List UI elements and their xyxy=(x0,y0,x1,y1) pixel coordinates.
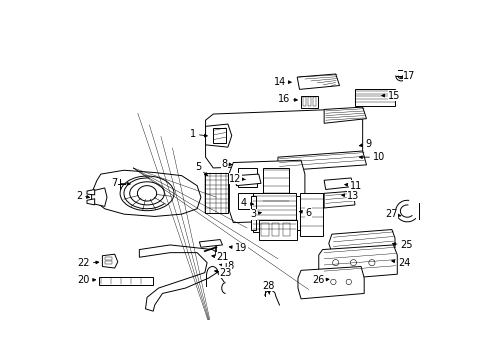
Text: 20: 20 xyxy=(78,275,96,285)
Bar xyxy=(104,257,112,260)
Bar xyxy=(295,195,300,230)
Text: 9: 9 xyxy=(359,139,371,149)
Bar xyxy=(238,193,257,209)
Bar xyxy=(104,261,112,264)
Ellipse shape xyxy=(330,279,335,285)
Text: 2: 2 xyxy=(76,191,89,201)
Polygon shape xyxy=(235,174,261,186)
Polygon shape xyxy=(102,254,118,268)
Bar xyxy=(250,195,255,230)
Bar xyxy=(99,277,153,285)
Bar xyxy=(312,97,315,106)
Text: 23: 23 xyxy=(214,267,231,278)
Bar xyxy=(299,193,322,236)
Text: 17: 17 xyxy=(399,71,415,81)
Polygon shape xyxy=(91,188,107,206)
Ellipse shape xyxy=(368,260,374,266)
Bar xyxy=(204,172,227,213)
Text: 10: 10 xyxy=(359,152,384,162)
Text: 18: 18 xyxy=(219,261,234,271)
Polygon shape xyxy=(277,151,366,171)
Polygon shape xyxy=(297,74,339,89)
Polygon shape xyxy=(324,191,354,208)
Text: 19: 19 xyxy=(229,243,246,253)
Polygon shape xyxy=(87,189,95,195)
Polygon shape xyxy=(93,170,201,216)
Bar xyxy=(261,222,268,237)
Polygon shape xyxy=(328,230,394,253)
Text: 27: 27 xyxy=(384,209,400,219)
Text: 5: 5 xyxy=(194,162,207,176)
Bar xyxy=(354,89,394,105)
Text: 12: 12 xyxy=(229,174,244,184)
Bar xyxy=(238,168,257,187)
Text: 3: 3 xyxy=(250,209,261,219)
Polygon shape xyxy=(324,107,366,123)
Bar xyxy=(307,97,310,106)
Bar xyxy=(271,222,279,237)
Bar xyxy=(303,97,306,106)
Ellipse shape xyxy=(332,260,338,266)
Text: 11: 11 xyxy=(344,181,361,191)
Text: 22: 22 xyxy=(78,258,99,269)
Polygon shape xyxy=(205,124,231,147)
Ellipse shape xyxy=(349,260,356,266)
Polygon shape xyxy=(87,199,95,205)
Text: 25: 25 xyxy=(392,240,412,250)
Text: 8: 8 xyxy=(221,159,231,169)
Polygon shape xyxy=(324,178,353,189)
Bar xyxy=(262,168,289,210)
Ellipse shape xyxy=(313,279,319,285)
Text: 24: 24 xyxy=(391,258,409,267)
Bar xyxy=(301,95,317,108)
Text: 21: 21 xyxy=(211,252,228,262)
Text: 16: 16 xyxy=(277,94,297,104)
Bar xyxy=(258,220,297,239)
Bar xyxy=(253,193,295,232)
Text: 1: 1 xyxy=(190,129,207,139)
Text: 7: 7 xyxy=(111,178,130,188)
Polygon shape xyxy=(205,109,362,168)
Text: 4: 4 xyxy=(241,198,253,208)
Text: 26: 26 xyxy=(312,275,328,285)
Polygon shape xyxy=(139,245,224,311)
Ellipse shape xyxy=(346,279,351,285)
Bar xyxy=(213,128,225,143)
Text: 15: 15 xyxy=(381,91,400,100)
Polygon shape xyxy=(318,245,396,280)
Polygon shape xyxy=(297,266,364,299)
Bar xyxy=(282,222,290,237)
Text: 6: 6 xyxy=(299,208,311,217)
Text: 13: 13 xyxy=(341,191,359,201)
Text: 28: 28 xyxy=(262,281,274,294)
Text: 14: 14 xyxy=(274,77,290,87)
Polygon shape xyxy=(229,160,305,222)
Polygon shape xyxy=(199,239,222,247)
